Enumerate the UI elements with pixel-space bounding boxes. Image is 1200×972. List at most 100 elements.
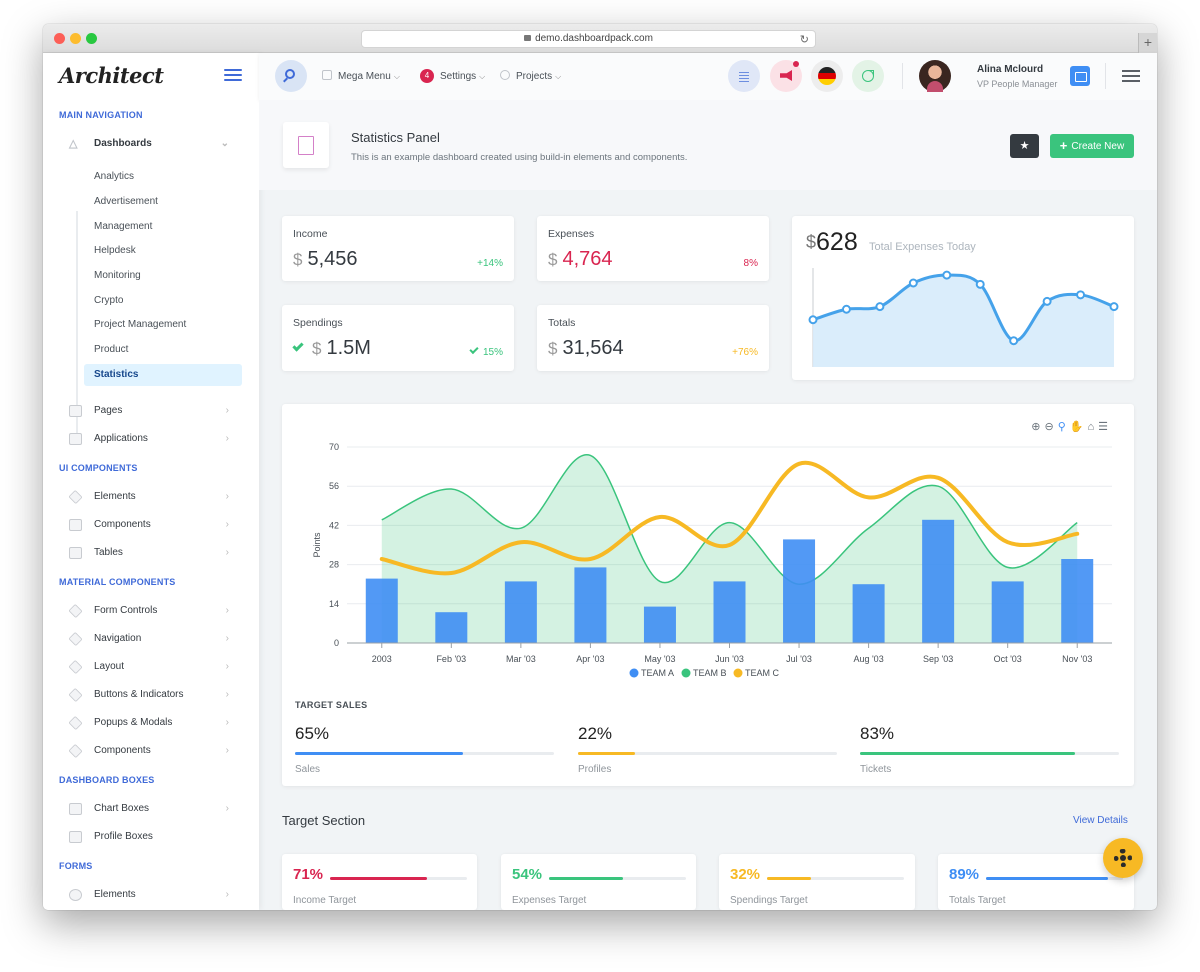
sidebar-item-label: Profile Boxes [94,831,153,842]
language-button[interactable] [811,60,843,92]
expenses-today-label: Total Expenses Today [869,241,976,253]
sidebar-subitem-product[interactable]: Product [94,344,129,355]
sidebar-subitem-project-management[interactable]: Project Management [94,319,187,330]
expenses-widget: Expenses $4,764 8% [537,216,769,281]
address-bar[interactable]: demo.dashboardpack.com ↻ [361,30,816,48]
progress-fill [295,752,464,755]
favorite-button[interactable]: ★ [1010,134,1039,158]
sidebar-item-dashboards[interactable]: △ Dashboards ⌄ [67,133,243,155]
sidebar-subitem-management[interactable]: Management [94,221,153,232]
reload-icon[interactable]: ↻ [799,34,809,46]
search-button[interactable] [275,60,307,92]
sidebar-subitem-helpdesk[interactable]: Helpdesk [94,245,136,256]
x-tick-label: Apr '03 [576,654,604,664]
projects-label: Projects [516,71,553,82]
sidebar-item-navigation[interactable]: Navigation › [67,628,243,650]
expenses-today-widget: $628 Total Expenses Today [792,216,1134,380]
minimize-window-icon[interactable] [70,33,81,44]
sidebar-item-components[interactable]: Components › [67,514,243,536]
widget-label: Expenses [548,228,595,240]
team-b-area [381,454,1078,643]
progress-fill [330,877,428,880]
sidebar-item-popups-modals[interactable]: Popups & Modals › [67,712,243,734]
widget-value: $4,764 [548,248,613,270]
sidebar-item-form-controls[interactable]: Form Controls › [67,600,243,622]
sidebar-item-applications[interactable]: Applications › [67,428,243,450]
sidebar-toggle-icon[interactable] [224,69,242,81]
sidebar-item-form-elements[interactable]: Elements › [67,884,243,906]
activity-button[interactable] [852,60,884,92]
header-divider [902,63,903,89]
lightbulb-icon [69,889,82,901]
sidebar-item-buttons-indicators[interactable]: Buttons & Indicators › [67,684,243,706]
chart-menu-icon[interactable]: ☰ [1098,421,1112,433]
target-label: Spendings Target [730,895,808,906]
target-pct: 89% [949,866,980,883]
notification-dot [793,61,799,67]
diamond-icon [68,715,83,731]
diamond-icon [68,631,83,647]
sidebar-subitem-monitoring[interactable]: Monitoring [94,270,141,281]
sidebar-item-material-components[interactable]: Components › [67,740,243,762]
url-text: demo.dashboardpack.com [535,33,653,44]
theme-settings-button[interactable] [1103,838,1143,878]
sidebar-subitem-crypto[interactable]: Crypto [94,295,124,306]
create-new-button[interactable]: + Create New [1050,134,1134,158]
view-details-link[interactable]: View Details [1073,815,1128,826]
home-icon[interactable]: ⌂ [1087,421,1099,433]
totals-widget: Totals $31,564 +76% [537,305,769,371]
check-icon [292,340,304,352]
sidebar-item-chart-boxes[interactable]: Chart Boxes › [67,798,243,820]
app-logo[interactable]: Architect [59,63,164,88]
id-card-icon [69,831,82,843]
table-icon [69,547,82,559]
legend-marker [733,668,743,678]
close-window-icon[interactable] [54,33,65,44]
projects-dropdown[interactable]: Projects ⌵ [500,53,561,100]
sidebar-item-tables[interactable]: Tables › [67,542,243,564]
zoom-out-icon[interactable]: ⊖ [1044,421,1058,433]
sidebar-subitem-advertisement[interactable]: Advertisement [94,196,158,207]
mega-menu-dropdown[interactable]: Mega Menu ⌵ [322,53,400,100]
progress-fill [860,752,1075,755]
megaphone-icon [780,70,792,81]
target-pct: 65% [295,724,330,743]
app-menu-icon[interactable] [1122,70,1140,85]
target-sales-item: 65% Sales [295,724,554,775]
chevron-right-icon: › [225,803,229,814]
sparkline-point [875,302,885,312]
widget-label: Totals [548,317,576,329]
pan-icon[interactable]: ✋ [1069,421,1088,433]
calendar-button[interactable] [1070,66,1090,86]
chevron-right-icon: › [225,661,229,672]
new-tab-button[interactable]: + [1138,33,1157,53]
team-a-bar [1061,559,1094,643]
lock-icon [524,35,532,41]
sparkline-point [975,279,985,289]
maximize-window-icon[interactable] [86,33,97,44]
y-tick-label: 28 [329,560,339,570]
sparkline-point [1009,336,1019,346]
sidebar-subitem-statistics[interactable]: Statistics [84,364,242,386]
car-icon [69,519,82,531]
notifications-button[interactable] [770,60,802,92]
sparkline-point [841,304,851,314]
zoom-in-icon[interactable]: ⊕ [1031,421,1045,433]
sidebar-item-pages[interactable]: Pages › [67,400,243,422]
sidebar-item-elements[interactable]: Elements › [67,486,243,508]
grid-menu-button[interactable] [728,60,760,92]
settings-dropdown[interactable]: 4 Settings ⌵ [420,53,485,100]
mega-menu-label: Mega Menu [338,71,391,82]
chevron-right-icon: › [225,745,229,756]
avatar[interactable] [919,60,951,92]
chevron-down-icon: ⌵ [555,72,562,81]
sidebar-subitem-analytics[interactable]: Analytics [94,171,135,182]
chevron-right-icon: › [225,689,229,700]
sidebar-item-profile-boxes[interactable]: Profile Boxes [67,826,243,848]
y-axis-label: Points [312,532,322,558]
target-label: Sales [295,764,321,775]
sidebar-item-layout[interactable]: Layout › [67,656,243,678]
rocket-icon: △ [69,138,78,150]
zoom-select-icon[interactable]: ⚲ [1057,421,1070,433]
german-flag-icon [818,67,836,85]
